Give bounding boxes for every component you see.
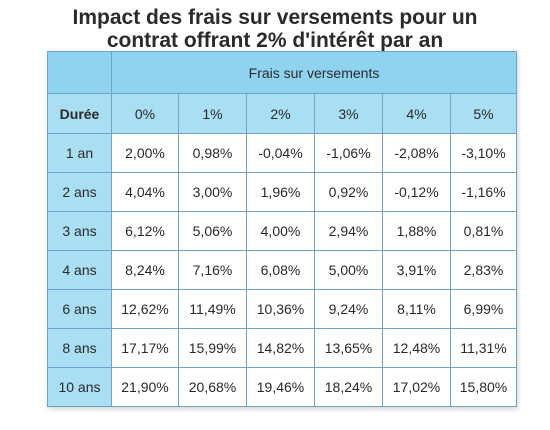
page-title: Impact des frais sur versements pour un … (0, 6, 550, 52)
row-label: 1 an (47, 133, 112, 173)
table-row: 1 an 2,00% 0,98% -0,04% -1,06% -2,08% -3,10% (47, 133, 517, 173)
table-cell: 19,46% (246, 367, 315, 407)
table-cell: 6,99% (450, 289, 517, 329)
table-cell: 2,94% (314, 211, 383, 251)
table-row: 8 ans 17,17% 15,99% 14,82% 13,65% 12,48% 11,31… (47, 328, 517, 368)
table-cell: 4,00% (246, 211, 315, 251)
table-cell: 17,17% (111, 328, 179, 368)
table-cell: 8,24% (111, 250, 179, 290)
group-header: Frais sur versements (111, 51, 517, 94)
table-cell: 0,92% (314, 172, 383, 212)
fees-impact-table: Frais sur versements Durée 0% 1% 2% 3% 4… (47, 51, 517, 407)
column-header: 0% (111, 93, 179, 134)
table-cell: 21,90% (111, 367, 179, 407)
column-header: 3% (314, 93, 383, 134)
table-cell: 8,11% (382, 289, 451, 329)
column-header: 2% (246, 93, 315, 134)
table-cell: -0,04% (246, 133, 315, 173)
table-row: 10 ans 21,90% 20,68% 19,46% 18,24% 17,02% 15,8… (47, 367, 517, 407)
table-cell: 6,12% (111, 211, 179, 251)
row-label: 10 ans (47, 367, 112, 407)
table-cell: 1,96% (246, 172, 315, 212)
table-cell: 5,06% (178, 211, 247, 251)
table-cell: 3,91% (382, 250, 451, 290)
table-cell: -2,08% (382, 133, 451, 173)
table-body: 1 an 2,00% 0,98% -0,04% -1,06% -2,08% -3,10% 2 … (47, 133, 517, 407)
table-cell: 15,99% (178, 328, 247, 368)
table-cell: 11,31% (450, 328, 517, 368)
table-cell: 3,00% (178, 172, 247, 212)
column-header: 4% (382, 93, 451, 134)
row-header-label: Durée (47, 93, 112, 134)
table-cell: 9,24% (314, 289, 383, 329)
table-row: 2 ans 4,04% 3,00% 1,96% 0,92% -0,12% -1,16% (47, 172, 517, 212)
row-label: 4 ans (47, 250, 112, 290)
table-row: 4 ans 8,24% 7,16% 6,08% 5,00% 3,91% 2,83% (47, 250, 517, 290)
table-cell: 10,36% (246, 289, 315, 329)
title-line-1: Impact des frais sur versements pour un (72, 6, 478, 29)
table-cell: 12,62% (111, 289, 179, 329)
table-cell: 13,65% (314, 328, 383, 368)
table-cell: 20,68% (178, 367, 247, 407)
table-cell: 2,83% (450, 250, 517, 290)
table-cell: 5,00% (314, 250, 383, 290)
table-cell: 1,88% (382, 211, 451, 251)
table-cell: 2,00% (111, 133, 179, 173)
table-cell: -1,16% (450, 172, 517, 212)
table-cell: -0,12% (382, 172, 451, 212)
table-cell: -1,06% (314, 133, 383, 173)
table-cell: 17,02% (382, 367, 451, 407)
title-line-2: contrat offrant 2% d'intérêt par an (106, 29, 444, 52)
table-cell: 18,24% (314, 367, 383, 407)
table-cell: 7,16% (178, 250, 247, 290)
corner-cell (47, 51, 112, 94)
table-cell: 0,81% (450, 211, 517, 251)
row-label: 2 ans (47, 172, 112, 212)
table-cell: 11,49% (178, 289, 247, 329)
table-row: 6 ans 12,62% 11,49% 10,36% 9,24% 8,11% 6,99% (47, 289, 517, 329)
table-cell: 15,80% (450, 367, 517, 407)
table-cell: 0,98% (178, 133, 247, 173)
column-header: 5% (450, 93, 517, 134)
table-cell: 14,82% (246, 328, 315, 368)
table-cell: 12,48% (382, 328, 451, 368)
table-cell: 6,08% (246, 250, 315, 290)
table-cell: 4,04% (111, 172, 179, 212)
column-header: 1% (178, 93, 247, 134)
table-row: 3 ans 6,12% 5,06% 4,00% 2,94% 1,88% 0,81% (47, 211, 517, 251)
row-label: 3 ans (47, 211, 112, 251)
row-label: 6 ans (47, 289, 112, 329)
row-label: 8 ans (47, 328, 112, 368)
table-cell: -3,10% (450, 133, 517, 173)
